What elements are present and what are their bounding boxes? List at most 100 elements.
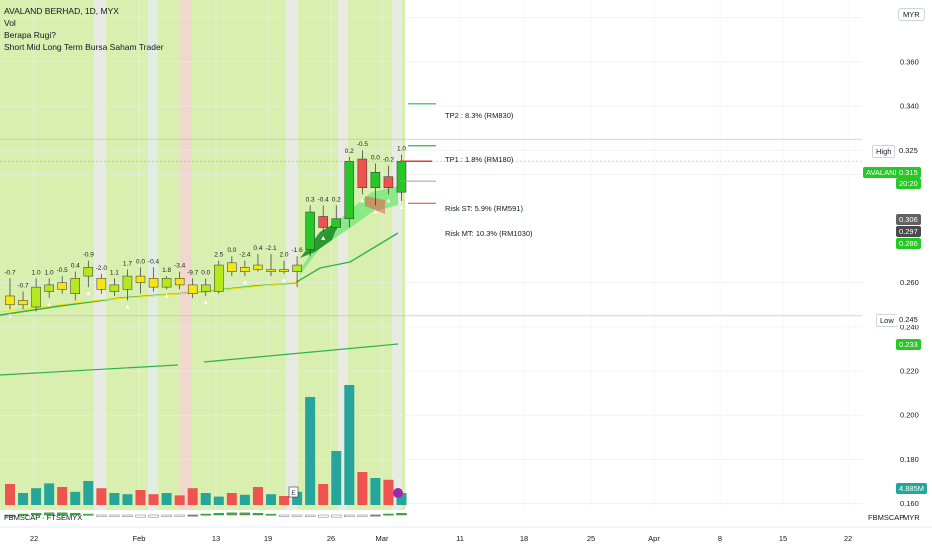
time-tick-label: 19 (264, 534, 272, 543)
candle-change-labels: -0.7-0.71.0 1.0 -0.50.4-0.9-2.01.11.7 0.0 -0… (4, 141, 406, 289)
volume-bar (31, 488, 42, 505)
candle-change-label: 1.0 (397, 146, 406, 153)
candle-body (396, 160, 407, 193)
dividend-marker (393, 488, 403, 498)
volume-bar (252, 487, 263, 505)
candle-change-label: 2.5 (214, 252, 223, 259)
candle-body (253, 264, 263, 270)
time-axis[interactable]: 22 Feb 13 19 26 Mar 11 18 25 Apr 8 15 22 (0, 526, 932, 543)
time-tick-label: 18 (520, 534, 528, 543)
price-tag-3: 0.286 (896, 238, 921, 249)
countdown-tag: 20:20 (896, 178, 921, 189)
volume-bar (266, 494, 276, 505)
price-tick-label: 0.240 (900, 322, 919, 331)
candle-body (357, 158, 368, 188)
price-tag-4: 0.233 (896, 339, 921, 350)
time-tick-label: 22 (844, 534, 852, 543)
volume-tag: 4.885M (896, 483, 928, 494)
long-ma-line-right (203, 343, 399, 363)
bottom-currency-button[interactable]: MYR (903, 513, 920, 522)
candle-change-label: 0.3 (306, 196, 315, 203)
oscillator-bar (200, 513, 211, 516)
candle-body (70, 278, 80, 295)
time-tick-label: 22 (30, 534, 38, 543)
volume-indicator-label[interactable]: Vol (4, 18, 16, 28)
time-tick-label: 25 (587, 534, 595, 543)
index-label[interactable]: FBMSCAP · FTSEMYX (4, 513, 83, 522)
risk-st-label: Risk ST: 5.9% (RM591) (445, 204, 523, 213)
candle-body (135, 275, 146, 283)
oscillator-bar (396, 513, 407, 516)
price-tag-2: 0.297 (896, 226, 921, 237)
low-label: Low (876, 314, 898, 327)
oscillator-bar (30, 513, 42, 516)
symbol-title[interactable]: AVALAND BERHAD, 1D, MYX (4, 6, 119, 16)
oscillator-bar (331, 514, 342, 518)
symbol-tag: AVALAND (863, 167, 903, 178)
chart-legend: AVALAND BERHAD, 1D, MYX Vol Berapa Rugi?… (4, 5, 164, 53)
signal-arrow (321, 235, 326, 240)
time-tick-label: Apr (648, 534, 660, 543)
signal-arrow (86, 291, 91, 296)
oscillator-bar (265, 513, 277, 516)
candle-change-label: 0.4 (71, 263, 80, 270)
volume-bar (357, 472, 368, 505)
oscillator-bar (109, 514, 120, 517)
last-price-tag: 0.315 (896, 167, 921, 178)
signal-arrow (164, 293, 169, 298)
oscillator-bar (226, 512, 238, 516)
oscillator-bar (122, 514, 133, 517)
oscillator-bar (187, 514, 198, 517)
indicator-label-rugi[interactable]: Berapa Rugi? (4, 30, 56, 40)
time-tick-label: Mar (376, 534, 389, 543)
indicator-label-term[interactable]: Short Mid Long Term Bursa Saham Trader (4, 42, 164, 52)
earnings-marker-letter: E (291, 490, 296, 497)
candle-body (83, 267, 94, 277)
oscillator-bar (4, 514, 16, 517)
signal-arrow (282, 277, 287, 282)
volume-bar (109, 493, 120, 505)
volume-bars (5, 385, 407, 505)
price-tick-label: 0.220 (900, 367, 919, 376)
price-axis[interactable]: 0.3800.3600.3400.3200.3090.2600.2400.220… (862, 0, 932, 508)
candle-change-label: 0.0 (371, 154, 380, 161)
candle-change-label: 0.0 (201, 269, 210, 276)
oscillator-bar (344, 514, 355, 517)
volume-bar (122, 494, 133, 505)
candle-body (122, 275, 133, 290)
candle-change-label: 0.0 (136, 258, 145, 265)
oscillator-bar (148, 514, 159, 518)
oscillator-bar (43, 512, 55, 516)
candle-change-label: -0.7 (4, 269, 16, 276)
volume-bar (279, 496, 290, 505)
price-tick-label: 0.360 (900, 57, 919, 66)
volume-bar (331, 451, 342, 505)
candle-change-label: -2.0 (96, 265, 108, 272)
volume-bar (161, 493, 172, 505)
oscillator-bar (291, 514, 303, 517)
bottom-index-button[interactable]: FBMSCAP (868, 513, 905, 522)
candle-change-label: 0.2 (345, 148, 354, 155)
candle-body (214, 264, 224, 292)
volume-bar (5, 484, 15, 505)
volume-bar (239, 494, 250, 505)
high-value: 0.325 (896, 145, 921, 156)
candle-body (174, 278, 185, 286)
candle-body (44, 284, 54, 292)
oscillator-bar (174, 514, 185, 517)
candle-body (201, 284, 211, 292)
currency-button[interactable]: MYR (898, 8, 925, 21)
candle-change-label: -2.4 (239, 252, 251, 259)
time-tick-label: 8 (718, 534, 722, 543)
candle-change-label: 0.2 (332, 196, 341, 203)
signal-arrow (386, 198, 391, 203)
candle-body (344, 160, 355, 219)
signal-arrow (8, 313, 12, 318)
volume-bar (383, 479, 394, 505)
trend-zone (0, 0, 405, 510)
signal-arrow (242, 280, 247, 285)
highlight-band (180, 0, 192, 510)
time-tick-label: 15 (779, 534, 787, 543)
candle-body (148, 278, 159, 288)
